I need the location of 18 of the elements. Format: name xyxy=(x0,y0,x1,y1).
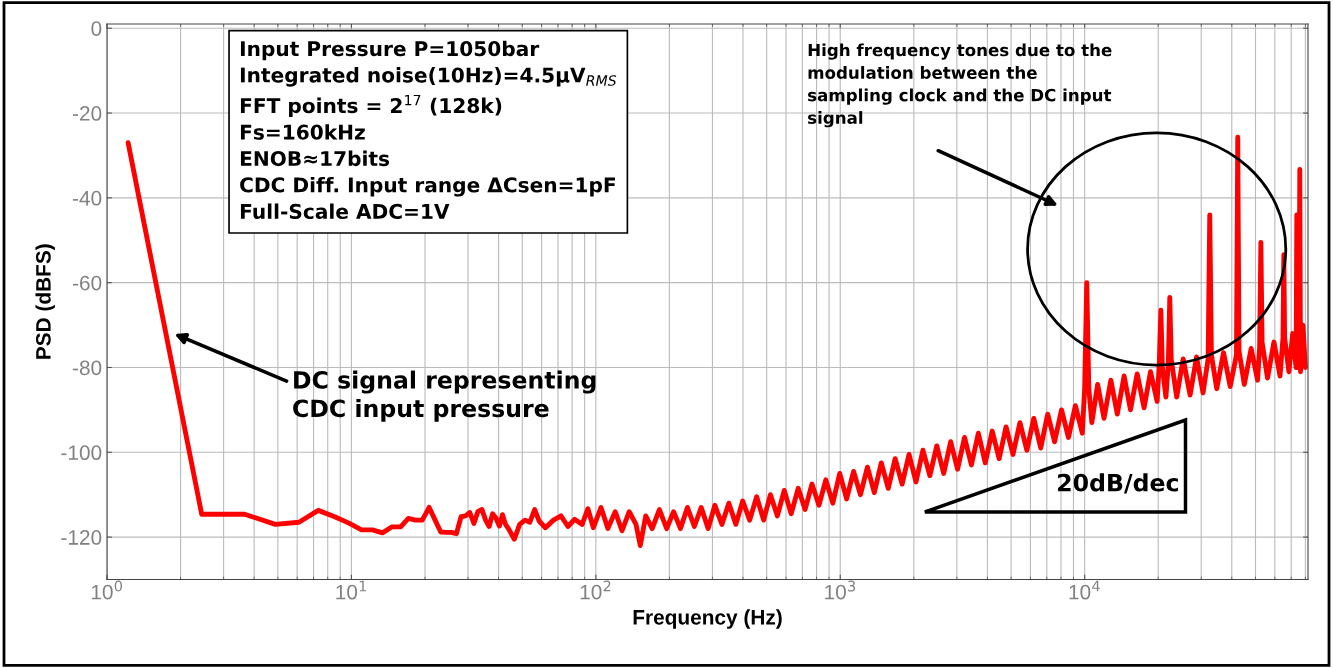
y-axis-title: PSD (dBFS) xyxy=(35,244,55,359)
x-tick-label: 10$^{0}$ xyxy=(91,580,123,600)
x-tick-label: 10$^{3}$ xyxy=(825,580,856,600)
y-tick-label: -120 xyxy=(61,530,102,545)
annotation: DC signal representing CDC input pressure xyxy=(293,370,596,422)
annotation: 20dB/dec xyxy=(1058,473,1178,494)
x-tick-label: 10$^{1}$ xyxy=(336,580,367,600)
x-tick-label: 10$^{2}$ xyxy=(580,580,611,600)
y-tick-label: 0 xyxy=(91,21,102,36)
text: Input Pressure P=1050bar Integrated noise(10Hz)=4.5µV$_{RMS}$ FFT points = 2$^{17}$ (128k) Fs=160kHz ENOB≈17bits CDC Diff. Input range ΔCsen=1pF Full-Scale ADC=1V xyxy=(240,40,617,220)
x-tick-label: 10$^{4}$ xyxy=(1069,580,1100,600)
y-tick-label: -20 xyxy=(72,106,102,121)
y-tick-label: -100 xyxy=(61,445,102,461)
y-tick-label: -60 xyxy=(72,275,102,291)
y-tick-label: -80 xyxy=(72,360,102,376)
annotation: High frequency tones due to the modulation between the sampling clock and the DC input signal xyxy=(808,43,1112,128)
y-tick-label: -40 xyxy=(72,190,102,206)
x-axis-title: Frequency (Hz) xyxy=(633,609,782,629)
